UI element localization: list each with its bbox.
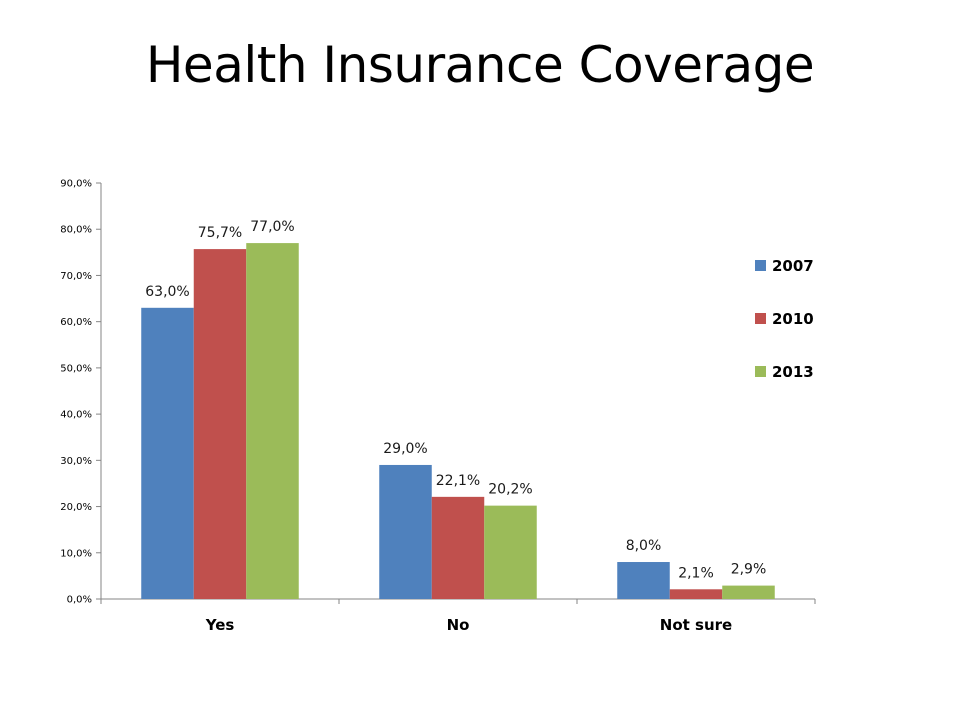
- data-label: 20,2%: [488, 482, 532, 498]
- y-tick-label: 60,0%: [60, 317, 92, 328]
- data-label: 75,7%: [198, 225, 242, 241]
- x-tick-label: No: [447, 616, 470, 634]
- y-tick-label: 10,0%: [60, 548, 92, 559]
- data-label: 29,0%: [383, 441, 427, 457]
- data-label: 2,9%: [731, 562, 767, 578]
- y-tick-label: 40,0%: [60, 410, 92, 421]
- legend-swatch: [755, 366, 766, 377]
- y-tick-label: 0,0%: [67, 595, 92, 606]
- bar: [193, 249, 247, 599]
- y-tick-label: 90,0%: [60, 179, 92, 190]
- y-tick-label: 30,0%: [60, 456, 92, 467]
- bar: [431, 496, 485, 599]
- legend-label: 2007: [772, 257, 814, 275]
- data-label: 22,1%: [436, 473, 480, 489]
- y-tick-label: 70,0%: [60, 271, 92, 282]
- legend: 2007 2010 2013: [755, 257, 814, 381]
- data-label: 8,0%: [626, 538, 662, 554]
- legend-label: 2010: [772, 310, 814, 328]
- x-axis: Yes No Not sure: [100, 598, 816, 634]
- bar: [617, 562, 670, 599]
- bar: [141, 307, 194, 599]
- slide-title: Health Insurance Coverage: [145, 36, 815, 94]
- bar: [669, 589, 723, 599]
- y-axis: 0,0% 10,0% 20,0% 30,0% 40,0% 50,0% 60,0% 70,0% 8…: [60, 179, 102, 606]
- bar: [246, 243, 299, 600]
- y-tick-label: 50,0%: [60, 363, 92, 374]
- legend-swatch: [755, 260, 766, 271]
- x-tick-label: Yes: [205, 616, 235, 634]
- legend-label: 2013: [772, 363, 814, 381]
- x-tick-label: Not sure: [660, 616, 732, 634]
- legend-swatch: [755, 313, 766, 324]
- data-label: 77,0%: [250, 219, 294, 235]
- y-tick-label: 20,0%: [60, 502, 92, 513]
- bar: [484, 505, 537, 599]
- y-tick-label: 80,0%: [60, 225, 92, 236]
- data-label: 63,0%: [145, 284, 189, 300]
- data-labels-group: 63,0% 29,0% 8,0% 75,7% 22,1% 2,1% 77,0% 20,2% 2,…: [145, 219, 766, 581]
- bar: [722, 585, 775, 599]
- bars-group: [141, 243, 775, 600]
- bar: [379, 464, 432, 599]
- data-label: 2,1%: [678, 565, 714, 581]
